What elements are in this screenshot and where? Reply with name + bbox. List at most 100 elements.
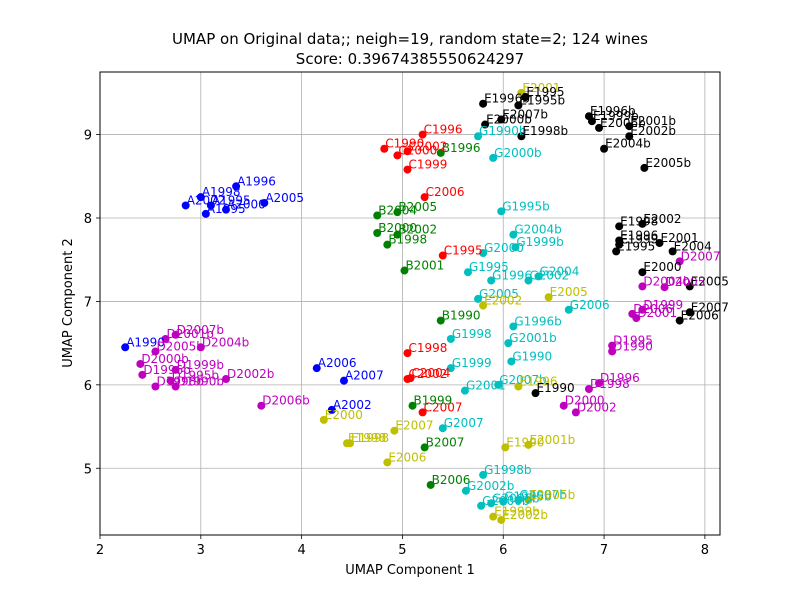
data-point bbox=[420, 193, 429, 202]
data-point bbox=[625, 132, 634, 141]
data-point-label: D2005 bbox=[666, 275, 706, 289]
data-point-label: G1990b bbox=[479, 124, 526, 138]
data-point-label: G1995 bbox=[469, 260, 509, 274]
data-point bbox=[222, 374, 231, 383]
data-point bbox=[660, 283, 669, 292]
data-point-label: E2007 bbox=[691, 300, 729, 314]
data-point-label: G2007 bbox=[444, 416, 484, 430]
data-point-label: B2006 bbox=[432, 473, 471, 487]
data-point-label: B1998 bbox=[388, 233, 427, 247]
data-point bbox=[121, 343, 130, 352]
data-point-label: B2001 bbox=[405, 259, 444, 273]
data-point bbox=[504, 339, 513, 348]
data-point bbox=[260, 198, 269, 207]
data-point bbox=[501, 443, 510, 452]
data-point-label: C2000 bbox=[398, 143, 437, 157]
data-point-label: A1995 bbox=[207, 202, 246, 216]
data-point-label: C2007 bbox=[424, 400, 463, 414]
data-point-label: G1996 bbox=[492, 269, 532, 283]
data-point bbox=[436, 148, 445, 157]
data-point bbox=[595, 379, 604, 388]
data-point bbox=[151, 347, 160, 356]
data-point-label: G2005 bbox=[479, 287, 519, 301]
data-point bbox=[638, 305, 647, 314]
data-point-label: B2007 bbox=[426, 435, 465, 449]
data-point-label: A1995 bbox=[212, 193, 251, 207]
data-point bbox=[438, 424, 447, 433]
y-axis-label: UMAP Component 2 bbox=[61, 238, 76, 367]
data-point-label: E2001 bbox=[522, 81, 560, 95]
data-point-label: E2002 bbox=[643, 212, 681, 226]
data-point-label: E2006 bbox=[388, 450, 426, 464]
data-point-label: E2007 bbox=[395, 419, 433, 433]
data-point bbox=[206, 201, 215, 210]
data-point bbox=[383, 240, 392, 249]
data-point bbox=[632, 314, 641, 323]
data-point-label: D1990 bbox=[613, 339, 653, 353]
y-axis-ticks: 5 6 7 8 9 bbox=[84, 129, 100, 477]
data-point bbox=[403, 349, 412, 358]
data-point-label: E1990 bbox=[506, 435, 544, 449]
data-point bbox=[507, 357, 516, 366]
data-point bbox=[418, 130, 427, 139]
data-point-label: E1990 bbox=[537, 381, 575, 395]
data-point bbox=[373, 229, 382, 238]
data-point-label: E2004 bbox=[674, 239, 712, 253]
data-point-label: E2001b bbox=[630, 114, 676, 128]
data-point-label: B2004 bbox=[378, 203, 417, 217]
data-point-label: E2006 bbox=[681, 309, 719, 323]
data-point bbox=[509, 230, 518, 239]
data-point-label: G1996b bbox=[514, 314, 561, 328]
data-point bbox=[420, 443, 429, 452]
data-point bbox=[524, 440, 533, 449]
data-point bbox=[257, 401, 266, 410]
data-point bbox=[595, 123, 604, 132]
data-point bbox=[406, 374, 415, 383]
y-tick-label: 5 bbox=[84, 462, 92, 477]
data-point bbox=[640, 163, 649, 172]
data-point-label: E2001b bbox=[529, 433, 575, 447]
data-point bbox=[638, 219, 647, 228]
data-point-label: C2004 bbox=[412, 366, 451, 380]
data-point bbox=[564, 305, 573, 314]
data-point bbox=[171, 330, 180, 339]
data-point bbox=[380, 144, 389, 153]
data-point bbox=[166, 376, 175, 385]
data-point bbox=[426, 480, 435, 489]
data-point-label: D2004b bbox=[202, 335, 249, 349]
data-point-label: C1998 bbox=[408, 341, 447, 355]
data-point-label: G1999 bbox=[452, 356, 492, 370]
data-point-label: D2000 bbox=[565, 394, 605, 408]
data-point-label: E2000 bbox=[643, 260, 681, 274]
data-point bbox=[514, 101, 523, 110]
data-point-label: D2007 bbox=[681, 249, 721, 263]
x-tick-label: 7 bbox=[600, 543, 608, 558]
data-point bbox=[517, 132, 526, 141]
data-point-label: E1999b bbox=[494, 505, 540, 519]
data-point bbox=[584, 385, 593, 394]
data-point-label: B2000 bbox=[378, 221, 417, 235]
data-point-label: D2007b bbox=[177, 323, 224, 337]
data-point-label: G2004b bbox=[514, 223, 561, 237]
data-point bbox=[436, 316, 445, 325]
data-point bbox=[668, 247, 677, 256]
data-point bbox=[638, 282, 647, 291]
data-point bbox=[161, 334, 170, 343]
y-tick-label: 8 bbox=[84, 212, 92, 227]
data-point bbox=[534, 272, 543, 281]
data-point bbox=[608, 347, 617, 356]
data-point bbox=[524, 495, 533, 504]
data-point-label: E2005 bbox=[550, 285, 588, 299]
data-point bbox=[625, 122, 634, 131]
y-tick-label: 7 bbox=[84, 295, 92, 310]
data-point bbox=[403, 147, 412, 156]
data-point bbox=[438, 251, 447, 260]
data-point bbox=[373, 211, 382, 220]
x-tick-label: 2 bbox=[96, 543, 104, 558]
data-point-label: A1998 bbox=[202, 185, 241, 199]
data-point bbox=[446, 364, 455, 373]
data-point-label: C2006 bbox=[426, 185, 465, 199]
data-point-label: C2002 bbox=[408, 139, 447, 153]
